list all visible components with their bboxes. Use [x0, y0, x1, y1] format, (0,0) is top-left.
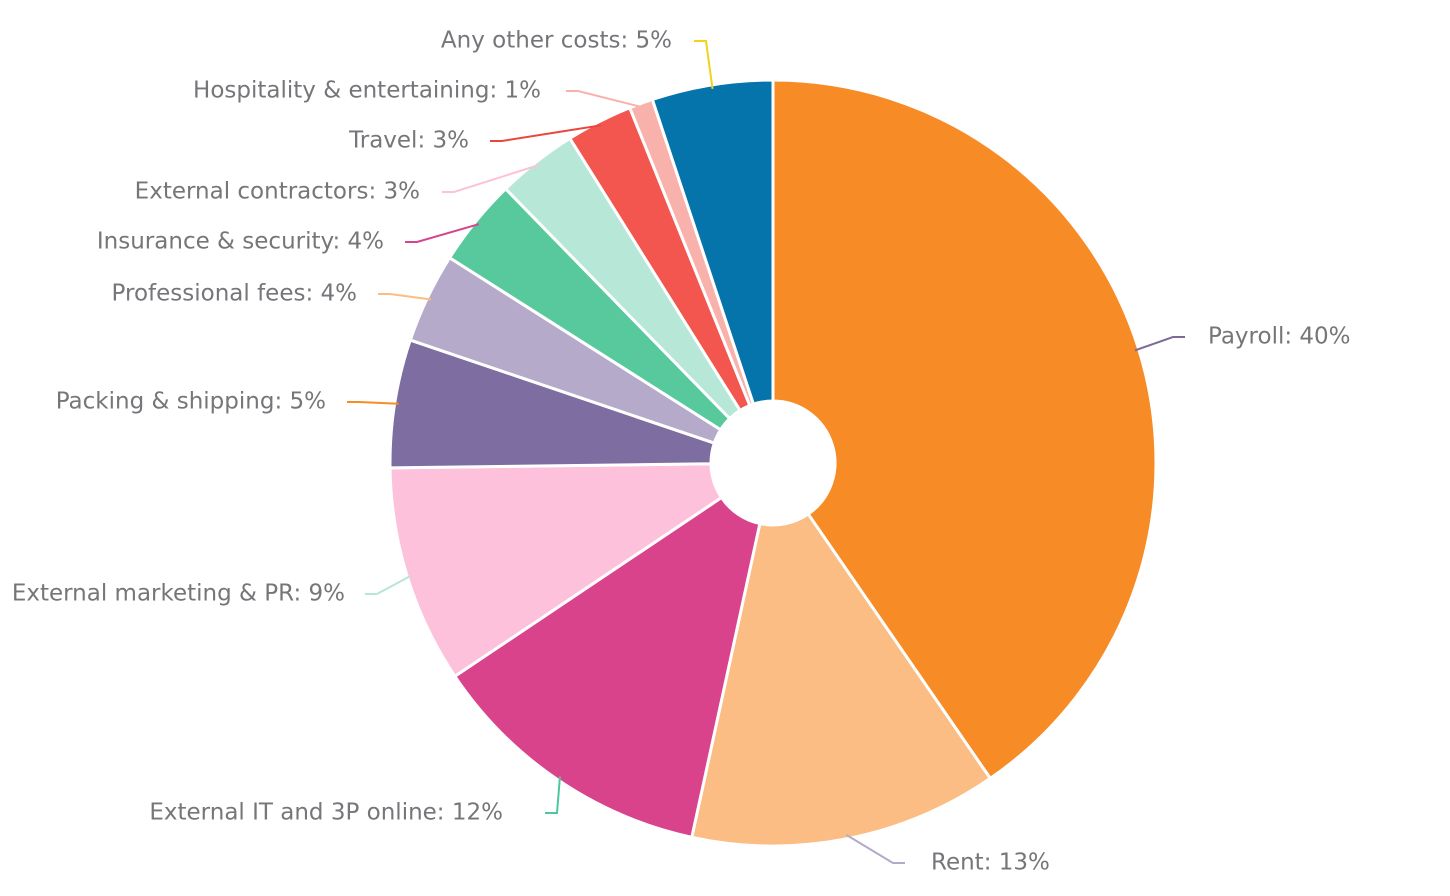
label-external-it-and-3p-online: External IT and 3P online: 12% [149, 800, 503, 826]
label-payroll: Payroll: 40% [1208, 324, 1351, 350]
leader-line-travel [490, 124, 602, 142]
slice-rent[interactable] [690, 512, 992, 848]
label-external-contractors: External contractors: 3% [135, 179, 420, 205]
leader-line-external-it-and-3p-online [545, 776, 561, 814]
leader-line-any-other-costs [694, 40, 714, 89]
leader-line-packing-and-shipping [347, 401, 399, 405]
leader-line-external-contractors [442, 164, 540, 193]
label-professional-fees: Professional fees: 4% [112, 281, 357, 307]
slice-any-other-costs[interactable] [650, 78, 775, 406]
leader-line-payroll [1134, 336, 1185, 352]
label-rent: Rent: 13% [931, 850, 1050, 876]
labels-group: Payroll: 40% Rent: 13% External IT and 3P … [12, 28, 1351, 876]
label-packing-and-shipping: Packing & shipping: 5% [56, 389, 326, 415]
leader-lines-group [347, 40, 1185, 864]
label-hospitality-and-entertaining: Hospitality & entertaining: 1% [193, 78, 541, 104]
leader-line-external-marketing-and-pr [365, 574, 412, 595]
slices-group [388, 78, 1158, 848]
leader-line-rent [845, 833, 905, 864]
label-any-other-costs: Any other costs: 5% [441, 28, 672, 54]
leader-line-hospitality-and-entertaining [566, 90, 643, 109]
label-external-marketing-and-pr: External marketing & PR: 9% [12, 581, 345, 607]
slice-payroll[interactable] [771, 78, 1158, 780]
leader-line-insurance-and-security [405, 223, 479, 243]
leader-line-professional-fees [378, 293, 432, 301]
slice-external-it-and-3p-online[interactable] [453, 496, 762, 839]
label-insurance-and-security: Insurance & security: 4% [97, 229, 384, 255]
slice-external-marketing-and-pr[interactable] [388, 462, 724, 678]
label-travel: Travel: 3% [348, 128, 469, 154]
